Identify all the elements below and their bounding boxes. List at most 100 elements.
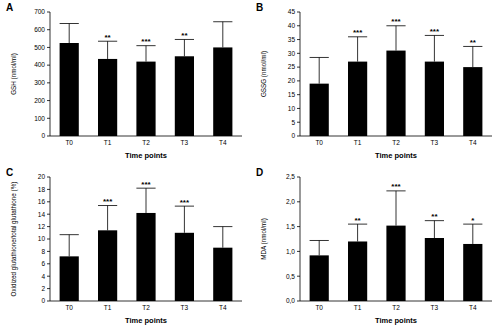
significance: *** [391,17,401,26]
y-tick [47,239,50,240]
x-tick-label: T3 [181,139,189,146]
y-tick [47,65,50,66]
y-tick [47,226,50,227]
bar [60,43,79,136]
y-tick [297,136,300,137]
x-tick-label: T3 [431,139,439,146]
error-bar [213,22,232,48]
bar [310,84,329,136]
error-bar [386,26,405,51]
error-line [434,221,435,238]
significance: * [471,216,475,225]
y-tick-label: 16 [38,198,46,205]
x-tick-label: T2 [142,139,150,146]
y-tick-label: 20 [38,173,46,180]
error-line [222,227,223,248]
error-bar [463,224,482,244]
bar [463,67,482,136]
y-tick-label: 0 [41,297,45,304]
error-bar [310,57,329,83]
y-tick-label: 2,0 [286,198,295,205]
marks [60,22,233,136]
bar [386,51,405,136]
panel: BGSSG (nmol/ml)051015202530354045T0***T1… [256,2,492,160]
y-tick [297,201,300,202]
bar [348,62,367,136]
error-cap [213,21,232,22]
error-cap [60,23,79,24]
error-bar [386,191,405,226]
marks [310,191,483,301]
bar [175,233,194,301]
x-axis-label: Time points [125,151,167,160]
bar [175,56,194,136]
significance: *** [141,180,151,189]
error-bar [463,46,482,67]
error-bar [136,188,155,213]
y-tick [297,39,300,40]
y-tick [47,47,50,48]
y-tick [47,251,50,252]
y-tick [297,301,300,302]
y-tick-label: 0 [41,132,45,139]
y-tick [47,301,50,302]
x-tick-label: T0 [315,139,323,146]
error-line [357,37,358,62]
y-tick-label: 1,0 [286,248,295,255]
x-tick-label: T2 [392,139,400,146]
bar [60,256,79,301]
significance: *** [430,27,440,36]
y-tick-label: 45 [288,8,296,15]
y-tick [47,100,50,101]
y-tick [297,94,300,95]
y-tick-label: 700 [34,8,45,15]
y-tick-label: 100 [34,115,45,122]
y-tick-label: 10 [288,105,296,112]
error-bar [348,224,367,241]
y-tick [47,136,50,137]
bar [136,62,155,136]
bar [425,62,444,136]
error-line [396,26,397,51]
y-tick [47,12,50,13]
error-bar [348,37,367,62]
y-tick-label: 0 [291,132,295,139]
error-line [184,39,185,56]
panel-letter: B [256,2,263,13]
y-tick-label: 25 [288,63,296,70]
y-tick-label: 35 [288,36,296,43]
error-line [69,235,70,257]
x-tick-label: T4 [469,304,477,311]
bar [213,248,232,301]
y-axis-label: GSH (nmol/ml) [10,53,18,95]
y-tick-label: 2 [41,285,45,292]
y-tick [297,251,300,252]
y-tick-label: 0,0 [286,297,295,304]
y-tick-label: 30 [288,50,296,57]
y-tick-label: 1,5 [286,223,295,230]
y-tick-label: 8 [41,248,45,255]
error-line [184,206,185,233]
bar [425,238,444,301]
x-tick-label: T2 [392,304,400,311]
y-tick [47,118,50,119]
error-bar [60,235,79,257]
error-line [146,46,147,62]
error-line [107,41,108,59]
marks [60,188,233,301]
y-tick-label: 2,5 [286,173,295,180]
error-line [357,224,358,241]
y-tick [297,67,300,68]
error-bar [425,221,444,238]
panel-letter: A [6,2,13,13]
error-line [319,57,320,83]
error-bar [175,206,194,233]
error-bar [98,206,117,231]
significance: *** [391,182,401,191]
marks [310,26,483,136]
error-line [434,35,435,61]
bar [213,47,232,136]
y-tick [297,53,300,54]
y-tick-label: 400 [34,61,45,68]
y-tick [47,214,50,215]
